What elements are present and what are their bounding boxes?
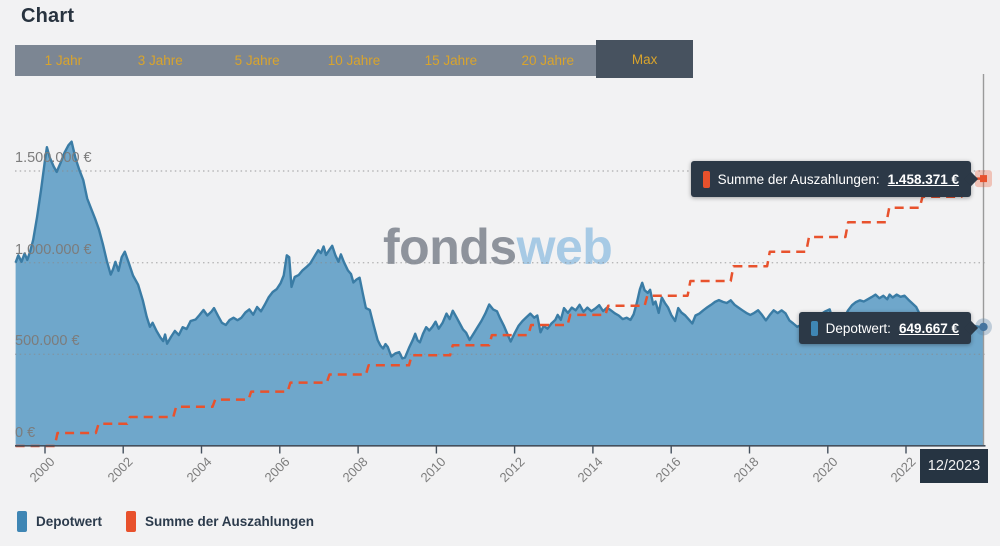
y-axis-label: 0 € [15,425,36,441]
tab-1-jahr[interactable]: 1 Jahr [44,53,83,68]
depotwert-line [14,140,984,360]
tooltip-depotwert: Depotwert: 649.667 € [798,312,971,344]
legend-label: Summe der Auszahlungen [145,514,315,529]
legend: Depotwert Summe der Auszahlungen [17,511,314,532]
tab-3-jahre[interactable]: 3 Jahre [137,53,183,68]
watermark-web: web [516,219,613,275]
fondsweb-watermark: fondsweb [383,219,613,275]
tab-20-jahre[interactable]: 20 Jahre [521,53,574,68]
depotwert-end-marker[interactable] [979,322,988,332]
tab-max[interactable]: Max [596,40,694,78]
y-axis-label: 1.500.000 € [15,150,92,166]
depotwert-series-swatch-icon [810,320,818,336]
tooltip-depotwert-label: Depotwert: [825,320,891,336]
legend-item-depotwert[interactable]: Depotwert [17,511,102,532]
period-tabbar: 1 Jahr 3 Jahre 5 Jahre 10 Jahre 15 Jahre 20 J… [15,40,694,78]
legend-swatch-icon [126,511,137,532]
watermark-fonds: fonds [383,219,517,275]
tooltip-auszahlungen-label: Summe der Auszahlungen: [717,171,880,187]
auszahlungen-end-marker[interactable] [980,175,987,183]
page-title: Chart [21,5,75,27]
auszahlungen-series-swatch-icon [702,170,710,188]
tooltip-depotwert-value: 649.667 € [898,320,959,336]
legend-item-summe-der-auszahlungen[interactable]: Summe der Auszahlungen [126,511,314,532]
legend-swatch-icon [17,511,27,532]
y-axis-label: 500.000 € [15,333,80,350]
tab-5-jahre[interactable]: 5 Jahre [234,53,280,68]
tab-10-jahre[interactable]: 10 Jahre [327,53,381,68]
auszahlungen-line [15,177,984,448]
current-date-badge: 12/2023 [920,449,988,483]
tooltip-auszahlungen: Summe der Auszahlungen: 1.458.371 € [690,161,971,197]
tab-15-jahre[interactable]: 15 Jahre [424,53,478,68]
tooltip-auszahlungen-value: 1.458.371 € [887,171,959,187]
legend-label: Depotwert [36,514,103,529]
y-axis-label: 1.000.000 € [15,241,92,258]
depotwert-area [15,141,984,446]
